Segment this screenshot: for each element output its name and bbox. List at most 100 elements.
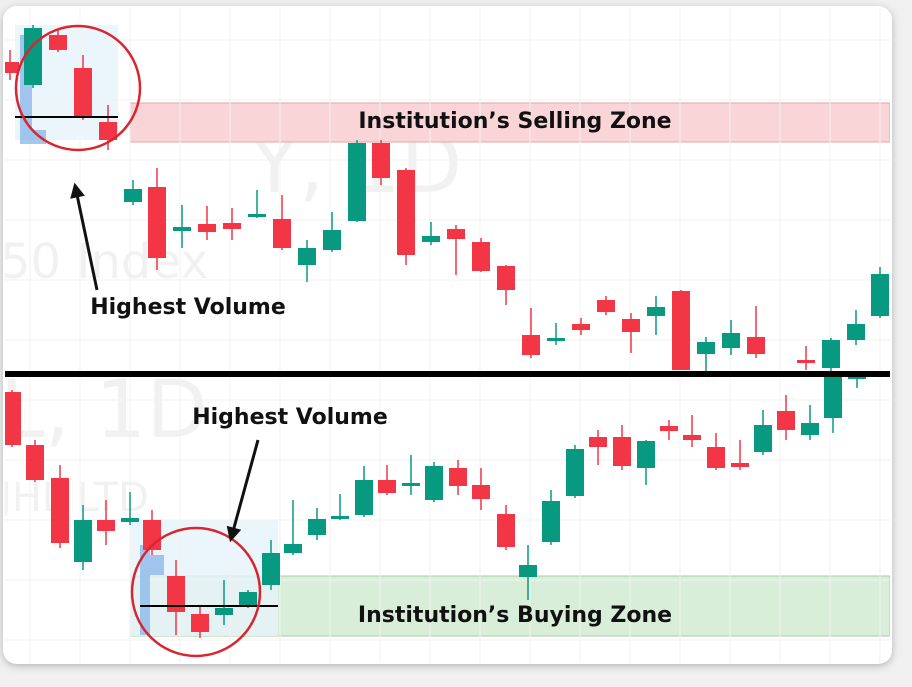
candle bbox=[572, 318, 590, 335]
candle bbox=[722, 320, 740, 355]
candle-body bbox=[847, 324, 865, 340]
candle-body bbox=[167, 576, 185, 612]
candle bbox=[121, 492, 139, 525]
selling-zone bbox=[129, 102, 890, 143]
candle bbox=[191, 607, 209, 638]
candle-body bbox=[449, 468, 467, 486]
candle bbox=[672, 290, 690, 370]
candle-body bbox=[647, 307, 665, 316]
candle-body bbox=[323, 230, 341, 250]
candle bbox=[124, 180, 142, 205]
candle bbox=[74, 55, 92, 120]
candle bbox=[522, 308, 540, 358]
candle-body bbox=[49, 35, 67, 50]
candle-body bbox=[74, 68, 92, 118]
candle bbox=[402, 455, 420, 495]
candle-body bbox=[248, 214, 266, 217]
candle-body bbox=[637, 441, 655, 468]
candle bbox=[547, 323, 565, 345]
zone-label: Institution’s Buying Zone bbox=[358, 603, 672, 628]
candle-body bbox=[239, 592, 257, 606]
candle bbox=[697, 337, 715, 371]
candle-body bbox=[697, 342, 715, 354]
candle bbox=[731, 440, 749, 470]
candle bbox=[613, 425, 631, 470]
candle bbox=[519, 545, 537, 600]
candle-body bbox=[722, 333, 740, 348]
candle-body bbox=[472, 485, 490, 499]
candle-body bbox=[497, 266, 515, 290]
candle bbox=[215, 580, 233, 625]
candle-body bbox=[5, 62, 19, 73]
candle-body bbox=[597, 300, 615, 312]
candle bbox=[323, 212, 341, 252]
candle bbox=[397, 168, 415, 265]
highlight-circle bbox=[14, 24, 142, 152]
annotation: Highest Volume bbox=[192, 405, 388, 430]
candle-body bbox=[848, 376, 866, 379]
arrow bbox=[70, 182, 99, 291]
candle bbox=[97, 500, 115, 545]
candle-body bbox=[74, 520, 92, 562]
candle-body bbox=[308, 519, 326, 535]
candle bbox=[51, 465, 69, 548]
candle bbox=[74, 505, 92, 570]
candle bbox=[754, 410, 772, 455]
candle bbox=[355, 466, 373, 517]
candle bbox=[777, 395, 795, 440]
candle bbox=[848, 376, 866, 388]
plot: Y, 1D 50 Index L, 1D JHL LTD bbox=[0, 8, 890, 663]
candle bbox=[822, 338, 840, 372]
candle bbox=[223, 208, 241, 240]
candle bbox=[847, 310, 865, 345]
highlight-circle bbox=[130, 526, 262, 658]
candle-body bbox=[24, 28, 42, 85]
candle bbox=[26, 440, 44, 482]
candle bbox=[566, 445, 584, 498]
candle bbox=[871, 267, 889, 318]
candle-body bbox=[747, 337, 765, 354]
candle bbox=[422, 222, 440, 245]
candle-body bbox=[284, 544, 302, 553]
candle bbox=[472, 238, 490, 272]
candle bbox=[248, 190, 266, 218]
candle-body bbox=[331, 516, 349, 519]
candle-body bbox=[871, 274, 889, 316]
candle-body bbox=[777, 411, 795, 430]
candle bbox=[24, 25, 42, 88]
candle bbox=[5, 50, 19, 80]
candle bbox=[378, 465, 396, 495]
card bbox=[3, 6, 892, 664]
zone-label: Institution’s Selling Zone bbox=[358, 109, 671, 134]
candle-body bbox=[262, 553, 280, 585]
candle-body bbox=[5, 392, 21, 445]
candle-body bbox=[824, 375, 842, 418]
candle bbox=[797, 346, 815, 370]
volume-profile bbox=[140, 545, 150, 635]
candle-body bbox=[660, 426, 678, 431]
candle bbox=[331, 494, 349, 520]
candle-body bbox=[99, 122, 117, 140]
candle bbox=[167, 560, 185, 635]
arrow bbox=[226, 439, 260, 543]
annotation: Highest Volume bbox=[90, 295, 286, 320]
candle bbox=[637, 440, 655, 485]
candle-body bbox=[622, 319, 640, 332]
candle-body bbox=[547, 338, 565, 341]
candle bbox=[472, 468, 490, 510]
candle-body bbox=[683, 435, 701, 440]
candle-body bbox=[822, 340, 840, 368]
volume-profile bbox=[150, 555, 164, 575]
candle-body bbox=[273, 219, 291, 248]
candle bbox=[5, 390, 21, 447]
candle bbox=[824, 372, 842, 433]
candle-body bbox=[298, 248, 316, 265]
candle bbox=[801, 405, 819, 440]
candle-body bbox=[191, 614, 209, 632]
watermark: JHL LTD bbox=[0, 475, 149, 521]
candle-body bbox=[121, 518, 139, 522]
candle-body bbox=[572, 324, 590, 330]
candle-body bbox=[542, 501, 560, 542]
candle bbox=[449, 460, 467, 495]
